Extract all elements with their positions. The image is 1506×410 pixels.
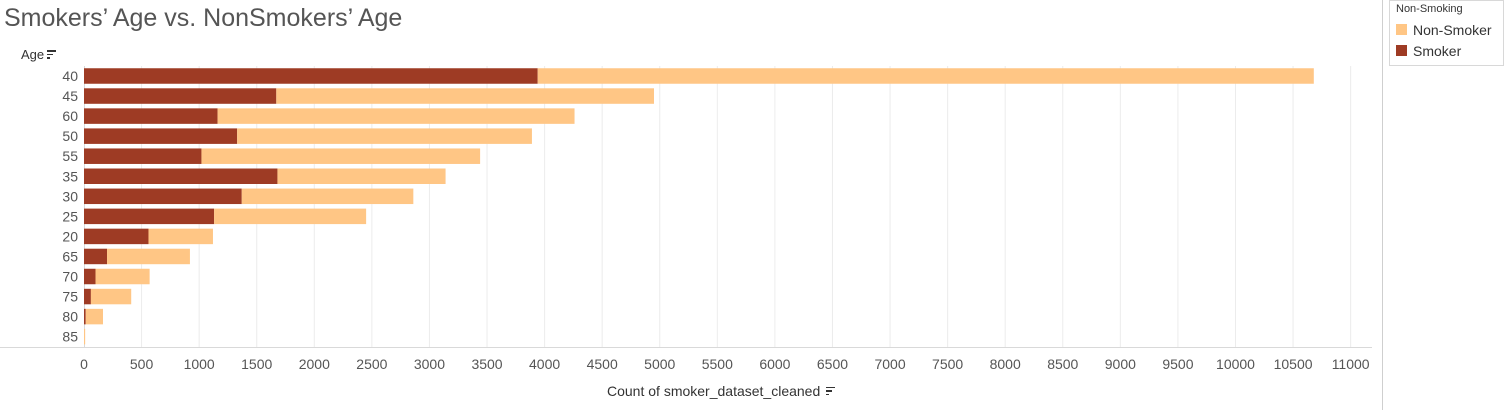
x-tick-label: 500 (130, 356, 154, 372)
bar-non-smoker (217, 108, 575, 124)
x-tick-label: 6500 (817, 356, 848, 372)
y-tick-label: 20 (62, 228, 78, 244)
bar-smoker (84, 168, 278, 184)
bar-non-smoker (107, 248, 190, 265)
bar-smoker (84, 148, 202, 164)
x-tick-label: 7500 (932, 356, 963, 372)
bar-smoker (84, 248, 108, 265)
x-tick-label: 5500 (702, 356, 733, 372)
y-axis-title: Age (21, 47, 45, 62)
x-tick-label: 8000 (990, 356, 1021, 372)
bar-non-smoker (214, 208, 367, 225)
x-tick-label: 3500 (471, 356, 502, 372)
x-tick-label: 10000 (1216, 356, 1255, 372)
bar-non-smoker (201, 148, 481, 164)
bar-non-smoker (241, 188, 414, 205)
legend-swatch (1396, 45, 1407, 56)
bar-smoker (84, 88, 277, 104)
y-tick-label: 35 (62, 168, 78, 184)
bar-non-smoker (84, 328, 86, 345)
x-tick-label: 2000 (299, 356, 330, 372)
bar-smoker (84, 128, 238, 144)
y-tick-label: 60 (62, 108, 78, 124)
bar-smoker (84, 228, 149, 245)
x-tick-label: 7000 (874, 356, 905, 372)
bar-non-smoker (148, 228, 213, 245)
bar-smoker (84, 288, 91, 305)
y-tick-label: 25 (62, 208, 78, 224)
y-tick-label: 50 (62, 128, 78, 144)
sort-icon[interactable] (47, 50, 57, 59)
y-tick-label: 80 (62, 309, 78, 325)
y-tick-label: 85 (62, 329, 78, 345)
y-axis-header[interactable]: Age (21, 47, 57, 62)
bar-smoker (84, 188, 242, 205)
x-tick-label: 0 (80, 356, 88, 372)
legend-label: Non-Smoker (1413, 21, 1492, 38)
bar-non-smoker (95, 268, 150, 285)
x-axis-header[interactable]: Count of smoker_dataset_cleaned (607, 383, 836, 399)
x-tick-label: 4000 (529, 356, 560, 372)
bar-smoker (84, 68, 538, 84)
y-tick-label: 45 (62, 88, 78, 104)
x-tick-label: 5000 (644, 356, 675, 372)
x-axis-title: Count of smoker_dataset_cleaned (607, 383, 821, 399)
x-tick-label: 9500 (1162, 356, 1193, 372)
bar-non-smoker (277, 168, 446, 184)
bar-non-smoker (90, 288, 132, 305)
x-tick-label: 9000 (1105, 356, 1136, 372)
panel-divider (1382, 0, 1383, 410)
legend-title: Non-Smoking (1396, 3, 1463, 15)
x-tick-label: 10500 (1274, 356, 1313, 372)
x-tick-label: 6000 (759, 356, 790, 372)
legend-item-smoker[interactable]: Smoker (1390, 40, 1503, 61)
x-tick-label: 11000 (1332, 356, 1370, 372)
y-tick-label: 65 (62, 248, 78, 264)
y-tick-label: 70 (62, 269, 78, 285)
x-tick-label: 3000 (414, 356, 445, 372)
legend: Non-Smoking Non-Smoker Smoker (1389, 0, 1504, 66)
y-tick-label: 75 (62, 289, 78, 305)
bar-smoker (84, 308, 86, 325)
legend-item-non-smoker[interactable]: Non-Smoker (1390, 19, 1503, 40)
legend-label: Smoker (1413, 42, 1462, 59)
y-tick-label: 30 (62, 188, 78, 204)
x-tick-label: 2500 (356, 356, 387, 372)
y-tick-label: 40 (62, 68, 78, 84)
x-tick-label: 1500 (241, 356, 272, 372)
bar-chart: 40 45 60 50 55 35 30 25 20 65 70 75 80 850 500 1000 1500… (0, 66, 1372, 372)
legend-swatch (1396, 24, 1407, 35)
bar-smoker (84, 108, 218, 124)
sort-icon[interactable] (826, 386, 836, 396)
bar-non-smoker (237, 128, 532, 144)
bar-smoker (84, 268, 96, 285)
x-tick-label: 8500 (1047, 356, 1078, 372)
bar-non-smoker (276, 88, 654, 104)
y-tick-label: 55 (62, 148, 78, 164)
x-tick-label: 1000 (184, 356, 215, 372)
bar-non-smoker (537, 68, 1314, 84)
x-tick-label: 4500 (587, 356, 618, 372)
chart-title: Smokers’ Age vs. NonSmokers’ Age (4, 4, 403, 32)
bar-smoker (84, 208, 215, 225)
bar-non-smoker (85, 308, 103, 325)
